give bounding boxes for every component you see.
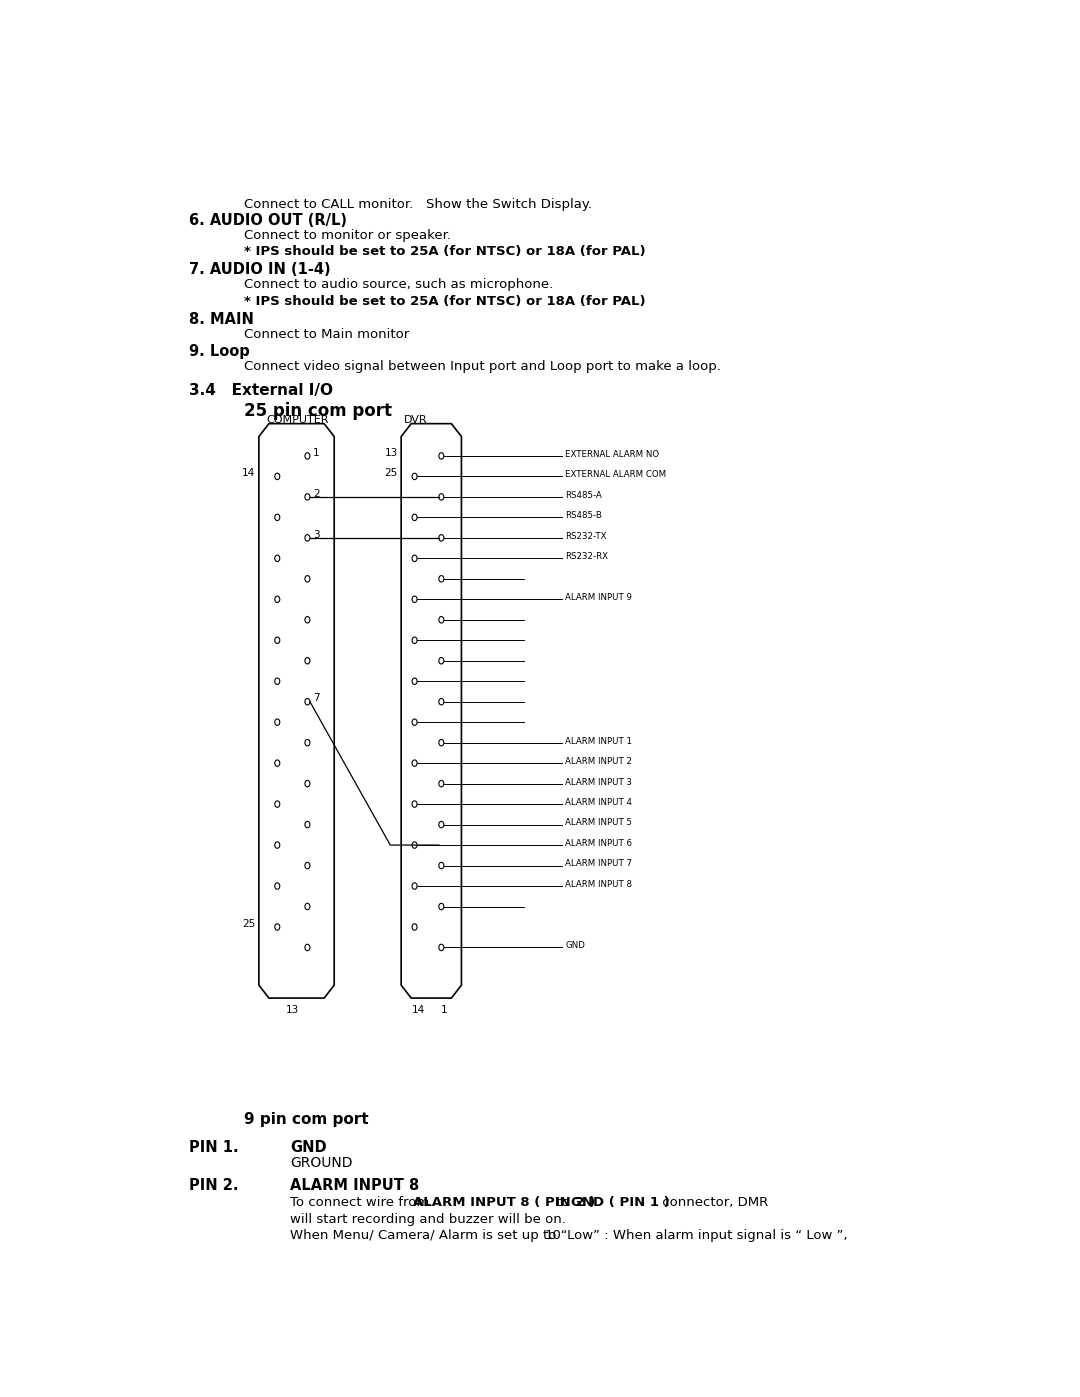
Text: connector, DMR: connector, DMR bbox=[658, 1196, 768, 1208]
Text: 10: 10 bbox=[545, 1229, 562, 1242]
Text: COMPUTER: COMPUTER bbox=[267, 415, 329, 425]
Text: 6. AUDIO OUT (R/L): 6. AUDIO OUT (R/L) bbox=[189, 212, 348, 228]
Text: 25 pin com port: 25 pin com port bbox=[244, 402, 392, 420]
Text: 25: 25 bbox=[384, 468, 397, 478]
Text: EXTERNAL ALARM COM: EXTERNAL ALARM COM bbox=[565, 471, 666, 479]
Text: When Menu/ Camera/ Alarm is set up to “Low” : When alarm input signal is “ Low ”: When Menu/ Camera/ Alarm is set up to “L… bbox=[289, 1229, 848, 1242]
Text: Connect to CALL monitor.   Show the Switch Display.: Connect to CALL monitor. Show the Switch… bbox=[244, 198, 592, 211]
Text: RS485-A: RS485-A bbox=[565, 490, 602, 500]
Text: Connect video signal between Input port and Loop port to make a loop.: Connect video signal between Input port … bbox=[244, 360, 720, 373]
Text: 3.4   External I/O: 3.4 External I/O bbox=[189, 383, 334, 398]
Text: 7: 7 bbox=[313, 693, 320, 704]
Text: ALARM INPUT 9: ALARM INPUT 9 bbox=[565, 594, 632, 602]
Text: ALARM INPUT 8: ALARM INPUT 8 bbox=[289, 1178, 419, 1193]
Text: DVR: DVR bbox=[404, 415, 428, 425]
Text: ALARM INPUT 8 ( PIN 2 ): ALARM INPUT 8 ( PIN 2 ) bbox=[413, 1196, 595, 1208]
Text: to: to bbox=[552, 1196, 573, 1208]
Text: RS232-RX: RS232-RX bbox=[565, 552, 608, 562]
Text: Connect to Main monitor: Connect to Main monitor bbox=[244, 328, 409, 341]
Text: GROUND: GROUND bbox=[289, 1157, 352, 1171]
Text: 1: 1 bbox=[313, 447, 320, 458]
Text: Connect to monitor or speaker.: Connect to monitor or speaker. bbox=[244, 229, 450, 242]
Text: 7. AUDIO IN (1-4): 7. AUDIO IN (1-4) bbox=[189, 263, 332, 277]
Text: 3: 3 bbox=[313, 529, 320, 539]
Text: Connect to audio source, such as microphone.: Connect to audio source, such as microph… bbox=[244, 278, 553, 292]
Text: 9. Loop: 9. Loop bbox=[189, 344, 251, 359]
Text: RS485-B: RS485-B bbox=[565, 511, 602, 520]
Text: ALARM INPUT 4: ALARM INPUT 4 bbox=[565, 798, 632, 807]
Text: PIN 2.: PIN 2. bbox=[189, 1178, 239, 1193]
Text: 14: 14 bbox=[411, 1004, 424, 1014]
Text: ALARM INPUT 3: ALARM INPUT 3 bbox=[565, 778, 632, 787]
Text: ALARM INPUT 8: ALARM INPUT 8 bbox=[565, 880, 632, 888]
Text: 9 pin com port: 9 pin com port bbox=[244, 1112, 368, 1127]
Text: 13: 13 bbox=[384, 447, 397, 458]
Text: 1: 1 bbox=[442, 1004, 448, 1014]
Text: GND ( PIN 1 ): GND ( PIN 1 ) bbox=[571, 1196, 670, 1208]
Text: ALARM INPUT 2: ALARM INPUT 2 bbox=[565, 757, 632, 766]
Text: ALARM INPUT 1: ALARM INPUT 1 bbox=[565, 736, 632, 746]
Text: 8. MAIN: 8. MAIN bbox=[189, 312, 254, 327]
Text: 13: 13 bbox=[286, 1004, 299, 1014]
Text: To connect wire from: To connect wire from bbox=[289, 1196, 433, 1208]
Text: 25: 25 bbox=[242, 919, 256, 929]
Text: * IPS should be set to 25A (for NTSC) or 18A (for PAL): * IPS should be set to 25A (for NTSC) or… bbox=[244, 295, 646, 307]
Text: 2: 2 bbox=[313, 489, 320, 499]
Text: * IPS should be set to 25A (for NTSC) or 18A (for PAL): * IPS should be set to 25A (for NTSC) or… bbox=[244, 244, 646, 258]
Text: will start recording and buzzer will be on.: will start recording and buzzer will be … bbox=[289, 1213, 566, 1227]
Text: GND: GND bbox=[289, 1140, 326, 1155]
Text: ALARM INPUT 5: ALARM INPUT 5 bbox=[565, 819, 632, 827]
Text: EXTERNAL ALARM NO: EXTERNAL ALARM NO bbox=[565, 450, 660, 458]
Text: 14: 14 bbox=[242, 468, 256, 478]
Text: RS232-TX: RS232-TX bbox=[565, 532, 607, 541]
Text: GND: GND bbox=[565, 942, 585, 950]
Text: ALARM INPUT 6: ALARM INPUT 6 bbox=[565, 840, 632, 848]
Text: ALARM INPUT 7: ALARM INPUT 7 bbox=[565, 859, 632, 869]
Text: PIN 1.: PIN 1. bbox=[189, 1140, 239, 1155]
